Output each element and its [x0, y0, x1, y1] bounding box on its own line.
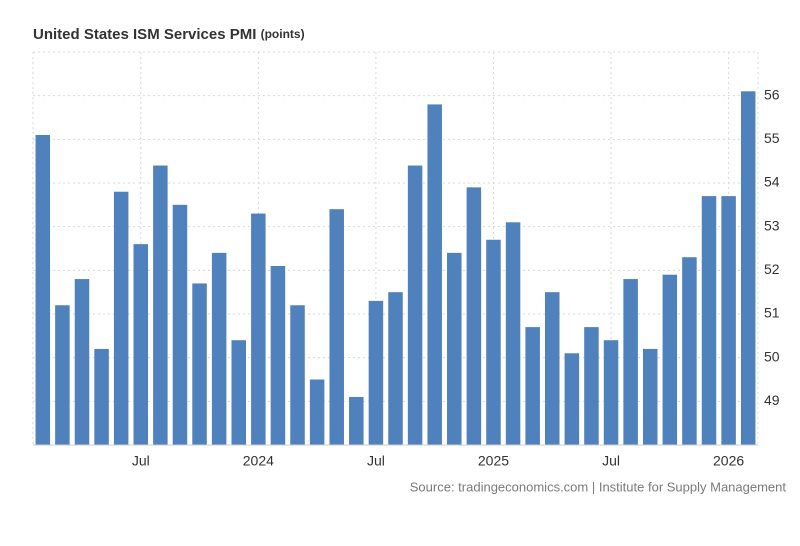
bar: [427, 104, 442, 446]
bar: [388, 292, 403, 445]
bar: [270, 265, 286, 445]
units: (points): [261, 27, 305, 41]
x-tick-label: Jul: [602, 453, 620, 469]
bar: [447, 252, 462, 445]
bar: [642, 348, 658, 445]
bar: [113, 191, 129, 445]
x-tick-label: Jul: [132, 453, 150, 469]
bar: [329, 209, 344, 445]
bar: [486, 239, 501, 445]
title-text: United States ISM Services PMI: [33, 26, 256, 43]
x-tick-label: 2026: [713, 453, 744, 469]
x-tick-label: 2025: [478, 453, 509, 469]
bar: [721, 196, 736, 445]
chart-title: United States ISM Services PMI (points): [33, 26, 305, 43]
bar: [172, 204, 188, 445]
source: Source: tradingeconomics.com | Institute…: [410, 479, 787, 494]
bar: [211, 252, 227, 445]
y-tick-label: 52: [764, 261, 780, 277]
bar: [682, 257, 697, 445]
bar: [584, 327, 599, 445]
y-tick-label: 56: [764, 86, 780, 102]
y-tick-label: 53: [764, 217, 780, 233]
bar: [407, 165, 423, 446]
bar: [701, 196, 717, 445]
y-tick-label: 51: [764, 305, 780, 321]
bar: [231, 340, 246, 445]
bar: [309, 379, 325, 445]
bar: [349, 396, 364, 445]
bar: [603, 340, 619, 445]
bar: [505, 222, 521, 445]
bar: [192, 283, 207, 445]
bar: [740, 91, 756, 446]
bar: [153, 165, 168, 446]
bar: [94, 348, 109, 445]
bar: [466, 187, 482, 445]
bar: [525, 327, 540, 445]
bar: [564, 353, 580, 445]
bar: [623, 279, 638, 445]
y-tick-label: 54: [764, 174, 780, 190]
bar: [35, 134, 51, 445]
x-tick-label: Jul: [367, 453, 385, 469]
bar: [74, 279, 90, 445]
bar: [133, 244, 149, 445]
x-tick-label: 2024: [243, 453, 274, 469]
bar: [55, 305, 70, 445]
bar: [662, 274, 678, 445]
y-tick-label: 49: [764, 392, 780, 408]
y-tick-label: 55: [764, 130, 780, 146]
bar: [251, 213, 266, 445]
bar: [368, 300, 384, 445]
y-tick-label: 50: [764, 348, 780, 364]
bar: [545, 292, 560, 445]
bar: [290, 305, 305, 445]
